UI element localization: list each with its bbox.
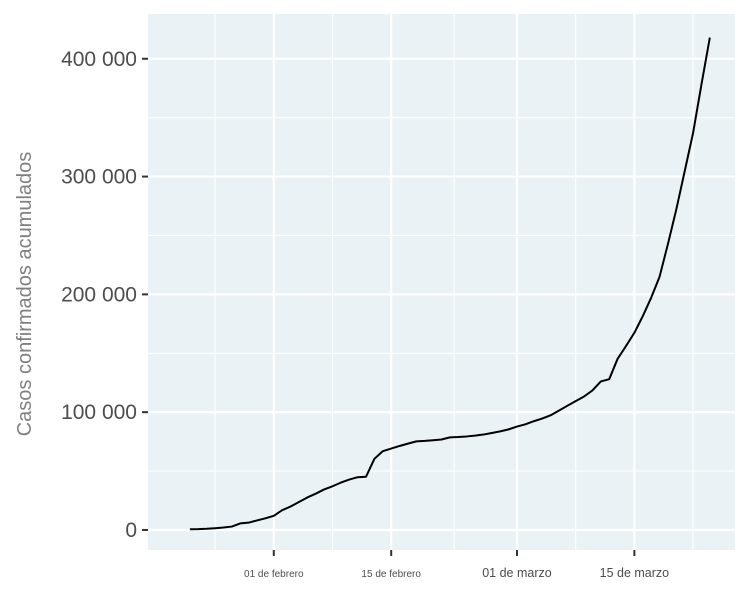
y-axis-label: Casos confirmados acumulados [14, 152, 36, 437]
y-tick-label: 200 000 [61, 283, 137, 306]
y-tick-label: 0 [125, 519, 137, 542]
x-tick-label: 15 de febrero [361, 569, 421, 580]
y-tick-label: 400 000 [61, 48, 137, 71]
minor-gridlines-x [214, 14, 694, 550]
x-tick-label: 01 de febrero [244, 569, 304, 580]
x-tick-label: 01 de marzo [482, 566, 552, 580]
x-tick-label: 15 de marzo [600, 566, 670, 580]
major-gridlines-x [272, 14, 636, 550]
y-tick-label: 100 000 [61, 401, 137, 424]
series-line [189, 37, 711, 531]
major-gridlines-y [148, 57, 735, 532]
x-axis: 01 de febrero 15 de febrero 01 de marzo 15 … [244, 550, 669, 580]
y-tick-label: 300 000 [61, 166, 137, 189]
plot-panel [148, 14, 735, 550]
y-axis: 0 100 000 200 000 300 000 400 000 [61, 48, 148, 542]
minor-gridlines-y [148, 117, 735, 472]
